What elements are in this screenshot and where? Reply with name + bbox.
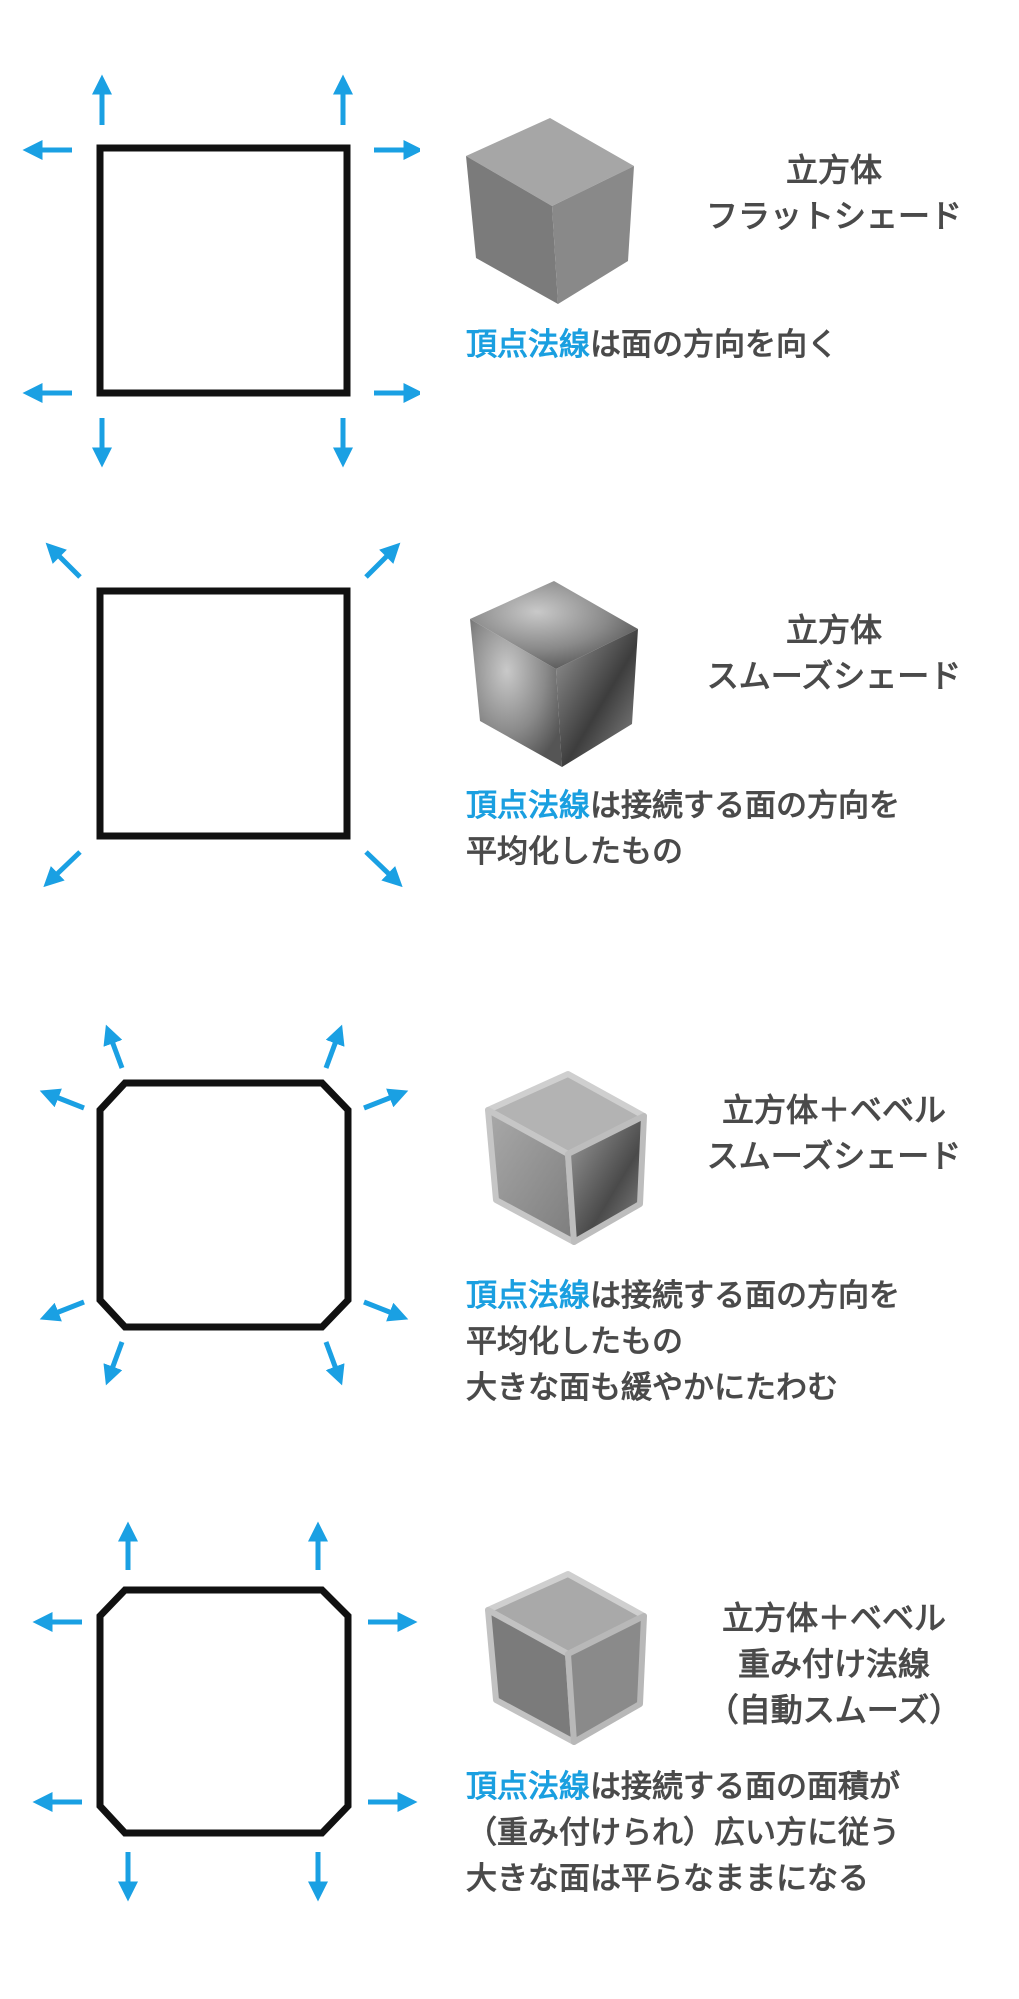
highlight-term: 頂点法線: [466, 788, 590, 824]
normal-arrow: [103, 1024, 125, 1069]
bevel-square-normals-diagram: [32, 1521, 418, 1902]
panel-smooth-shade: 立方体 スムーズシェード 頂点法線は接続する面の方向を 平均化したもの: [0, 470, 1019, 930]
panel-description: 頂点法線は接続する面の方向を 平均化したもの: [466, 788, 900, 870]
panel-flat-shade: 立方体 フラットシェード 頂点法線は面の方向を向く: [0, 0, 1019, 470]
normal-arrow: [39, 1088, 85, 1111]
normal-arrow: [39, 1299, 85, 1322]
normal-arrow: [364, 542, 401, 579]
panel-weighted-normals: 立方体＋ベベル 重み付け法線 （自動スムーズ） 頂点法線は接続する面の面積が （…: [0, 1500, 1019, 1999]
square-outline: [96, 587, 351, 840]
panel-title: 立方体 スムーズシェード: [706, 611, 962, 695]
panel-title: 立方体＋ベベル 重み付け法線 （自動スムーズ）: [706, 1599, 962, 1729]
cube-flat-render: [466, 118, 634, 304]
square-outline: [96, 144, 351, 397]
panel-description: 頂点法線は接続する面の面積が （重み付けられ）広い方に従う 大きな面は平らなまま…: [466, 1769, 900, 1897]
panel-title: 立方体＋ベベル スムーズシェード: [706, 1091, 962, 1175]
bevel-square-normals-diagram: [39, 1024, 409, 1386]
normal-arrow: [103, 1341, 125, 1386]
cube-weighted-normals-render: [485, 1571, 647, 1745]
normal-arrow: [45, 542, 82, 579]
panel-description: 頂点法線は接続する面の方向を 平均化したもの 大きな面も緩やかにたわむ: [466, 1278, 900, 1406]
normal-arrow: [363, 1299, 409, 1322]
square-normals-diagram: [43, 542, 403, 888]
square-normals-diagram: [22, 74, 420, 468]
normal-arrow: [364, 850, 403, 888]
highlight-term: 頂点法線: [466, 327, 590, 363]
beveled-square-outline: [96, 1079, 352, 1331]
normal-arrow: [363, 1088, 409, 1111]
highlight-term: 頂点法線: [466, 1278, 590, 1314]
normal-arrow: [323, 1341, 345, 1386]
normal-arrow: [43, 850, 82, 888]
normal-arrow: [323, 1024, 345, 1069]
panel-bevel-smooth: 立方体＋ベベル スムーズシェード 頂点法線は接続する面の方向を 平均化したもの …: [0, 1000, 1019, 1480]
panel-title: 立方体 フラットシェード: [705, 151, 962, 235]
beveled-square-outline: [96, 1586, 352, 1837]
cube-bevel-smooth-render: [485, 1071, 647, 1245]
cube-smooth-render: [470, 581, 638, 767]
highlight-term: 頂点法線: [466, 1769, 590, 1805]
panel-description: 頂点法線は面の方向を向く: [466, 327, 838, 363]
